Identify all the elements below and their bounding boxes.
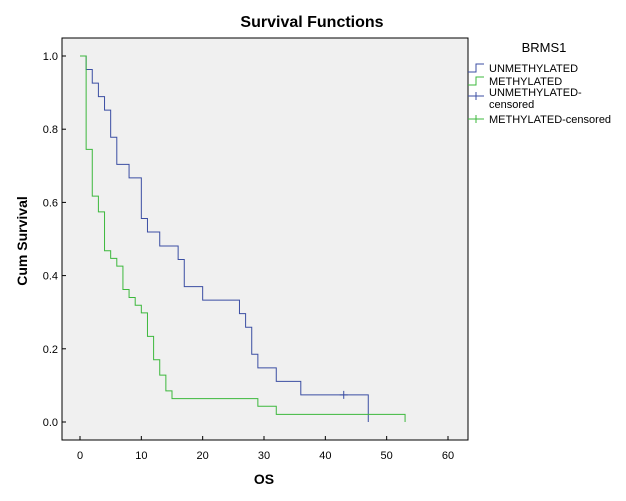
series-line-methylated: [80, 55, 406, 422]
legend-label: METHYLATED: [489, 76, 562, 88]
plot-area: [61, 37, 469, 441]
y-axis-label: Cum Survival: [14, 196, 30, 285]
x-axis: 0 10 20 30 40 50 60: [77, 436, 454, 462]
x-tick-label: 10: [135, 450, 147, 462]
legend-label: UNMETHYLATED: [489, 63, 578, 75]
y-tick-label: 0.4: [43, 271, 58, 283]
chart-title: Survival Functions: [240, 14, 383, 31]
legend-swatch-step: [468, 63, 484, 73]
y-tick-label: 0.6: [43, 197, 58, 209]
censored-mark: [339, 390, 348, 399]
y-tick-label: 0.2: [43, 344, 58, 356]
legend-title: BRMS1: [522, 40, 567, 55]
legend-label: UNMETHYLATED-censored: [489, 87, 582, 111]
x-tick-label: 0: [77, 450, 83, 462]
x-axis-label: OS: [254, 471, 274, 487]
legend-swatch-plus: [468, 92, 484, 100]
legend-swatch-plus: [468, 115, 484, 123]
y-tick-label: 0.0: [43, 417, 58, 429]
legend: UNMETHYLATEDMETHYLATEDUNMETHYLATED-censo…: [468, 63, 611, 126]
y-tick-label: 0.8: [43, 124, 58, 136]
x-tick-label: 40: [319, 450, 331, 462]
y-tick-label: 1.0: [43, 51, 58, 63]
series-layer: [80, 55, 406, 422]
legend-label: METHYLATED-censored: [489, 114, 611, 126]
x-tick-label: 60: [442, 450, 454, 462]
x-tick-label: 30: [258, 450, 270, 462]
x-tick-label: 20: [197, 450, 209, 462]
legend-swatch-step: [468, 76, 484, 86]
series-line-unmethylated: [80, 55, 369, 422]
y-axis: 0.0 0.2 0.4 0.6 0.8 1.0: [43, 51, 66, 429]
x-tick-label: 50: [381, 450, 393, 462]
